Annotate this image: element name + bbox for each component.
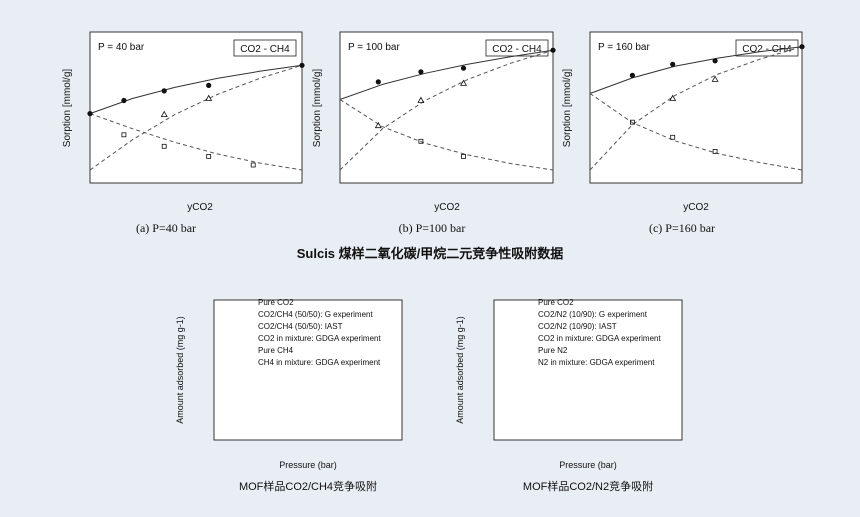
chart-a-xlabel: yCO2 — [187, 202, 213, 213]
chart-c-point — [670, 61, 676, 67]
chart-e-legend-label: N2 in mixture: GDGA experiment — [538, 358, 655, 367]
chart-c-marks — [589, 44, 805, 171]
chart-b-point — [550, 47, 556, 53]
chart-e-legend-label: CO2/N2 (10/90): IAST — [538, 322, 617, 331]
chart-c-xlabel: yCO2 — [683, 202, 709, 213]
chart-c-model-ch4 — [589, 93, 803, 171]
chart-b-plot-area — [339, 31, 554, 184]
chart-c: P = 160 bar CO2 - CH4 yCO2 Sorption [mmo… — [562, 31, 805, 235]
chart-c-model-co2 — [589, 46, 803, 171]
chart-c-model-total — [589, 46, 803, 94]
chart-d-legend: Pure CO2 CO2/CH4 (50/50): G experiment C… — [258, 298, 381, 367]
chart-c-box-label: CO2 - CH4 — [742, 44, 792, 55]
chart-e-legend: Pure CO2 CO2/N2 (10/90): G experiment CO… — [538, 298, 661, 367]
chart-b: P = 100 bar CO2 - CH4 yCO2 Sorption [mmo… — [312, 31, 556, 235]
chart-a-ylabel: Sorption [mmol/g] — [62, 69, 73, 148]
chart-b-xlabel: yCO2 — [434, 202, 460, 213]
chart-b-pressure-label: P = 100 bar — [348, 42, 400, 53]
chart-a-box-label: CO2 - CH4 — [240, 44, 290, 55]
chart-d-legend-label: CO2/CH4 (50/50): IAST — [258, 322, 343, 331]
chart-d-legend-label: Pure CO2 — [258, 298, 294, 307]
chart-a-model-ch4 — [89, 113, 303, 171]
chart-e-plot-area — [493, 299, 683, 441]
chart-a-point — [299, 62, 305, 68]
chart-c-pressure-label: P = 160 bar — [598, 42, 650, 53]
chart-a-point — [87, 111, 93, 117]
chart-b-caption: (b) P=100 bar — [399, 221, 466, 235]
chart-d-plot-area — [213, 299, 403, 441]
chart-e-caption: MOF样品CO2/N2竞争吸附 — [523, 479, 653, 493]
chart-a-pressure-label: P = 40 bar — [98, 42, 145, 53]
chart-a: P = 40 bar CO2 - CH4 yCO2 Sorption [mmol… — [62, 31, 305, 235]
chart-b-model-ch4 — [339, 99, 554, 171]
chart-e-legend-label: Pure N2 — [538, 346, 568, 355]
chart-d-legend-label: CO2 in mixture: GDGA experiment — [258, 334, 381, 343]
chart-a-point — [206, 82, 212, 88]
chart-b-point — [460, 65, 467, 71]
chart-a-plot-area — [89, 31, 303, 184]
chart-e-ylabel: Amount adsorbed (mg g-1) — [455, 316, 465, 424]
chart-d-caption: MOF样品CO2/CH4竞争吸附 — [239, 479, 377, 493]
chart-e: Pressure (bar) Amount adsorbed (mg g-1) … — [455, 298, 683, 493]
chart-a-marks — [87, 62, 305, 171]
chart-a-box — [233, 39, 297, 57]
chart-b-model-co2 — [339, 49, 554, 171]
chart-b-point — [375, 79, 381, 85]
chart-c-ylabel: Sorption [mmol/g] — [562, 69, 573, 148]
chart-b-model-total — [339, 49, 554, 100]
chart-d-ylabel: Amount adsorbed (mg g-1) — [175, 316, 185, 424]
chart-c-point — [799, 44, 805, 50]
chart-e-xlabel: Pressure (bar) — [559, 460, 617, 470]
chart-a-model-co2 — [89, 64, 303, 171]
chart-c-caption: (c) P=160 bar — [649, 221, 715, 235]
chart-a-point — [161, 88, 167, 94]
chart-d-legend-label: Pure CH4 — [258, 346, 294, 355]
chart-b-point — [418, 69, 424, 75]
chart-d-xlabel: Pressure (bar) — [279, 460, 337, 470]
top-section-title: Sulcis 煤样二氧化碳/甲烷二元竞争性吸附数据 — [297, 246, 564, 261]
chart-d-legend-label: CO2/CH4 (50/50): G experiment — [258, 310, 373, 319]
chart-c-point — [629, 72, 635, 78]
chart-e-legend-label: CO2/N2 (10/90): G experiment — [538, 310, 648, 319]
chart-e-legend-label: Pure CO2 — [538, 298, 574, 307]
chart-a-caption: (a) P=40 bar — [136, 221, 196, 235]
chart-a-point — [121, 97, 127, 104]
chart-e-legend-label: CO2 in mixture: GDGA experiment — [538, 334, 661, 343]
chart-d: Pressure (bar) Amount adsorbed (mg g-1) … — [175, 298, 403, 493]
chart-b-ylabel: Sorption [mmol/g] — [312, 69, 323, 148]
chart-d-legend-label: CH4 in mixture: GDGA experiment — [258, 358, 381, 367]
chart-c-point — [712, 58, 718, 64]
chart-b-marks — [339, 47, 556, 171]
chart-b-box-label: CO2 - CH4 — [492, 44, 542, 55]
